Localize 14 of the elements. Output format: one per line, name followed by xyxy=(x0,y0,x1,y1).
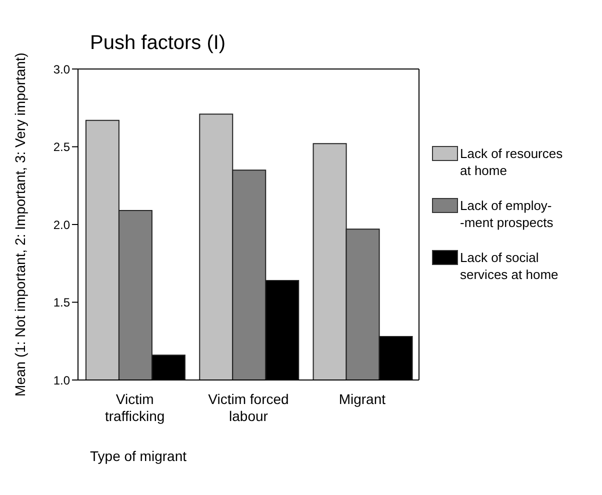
chart-title: Push factors (I) xyxy=(90,32,226,55)
y-tick-label: 2.0 xyxy=(53,218,70,232)
legend-label: Lack of resources at home xyxy=(460,145,564,179)
y-axis-title: Mean (1: Not important, 2: Important, 3: Very important) xyxy=(12,52,28,396)
x-tick-label: Victim trafficking xyxy=(104,391,165,424)
legend-label: Lack of social services at home xyxy=(460,249,560,283)
x-axis-title: Type of migrant xyxy=(90,448,186,464)
y-tick-label: 2.5 xyxy=(53,140,70,154)
x-tick-label: Victim forced labour xyxy=(208,391,289,424)
y-tick-label: 1.0 xyxy=(53,373,70,388)
x-tick-label: Migrant xyxy=(338,391,386,407)
legend-label: Lack of employ- -ment prospects xyxy=(460,197,554,231)
y-tick-label: 3.0 xyxy=(53,62,70,76)
y-tick-label: 1.5 xyxy=(53,296,70,310)
